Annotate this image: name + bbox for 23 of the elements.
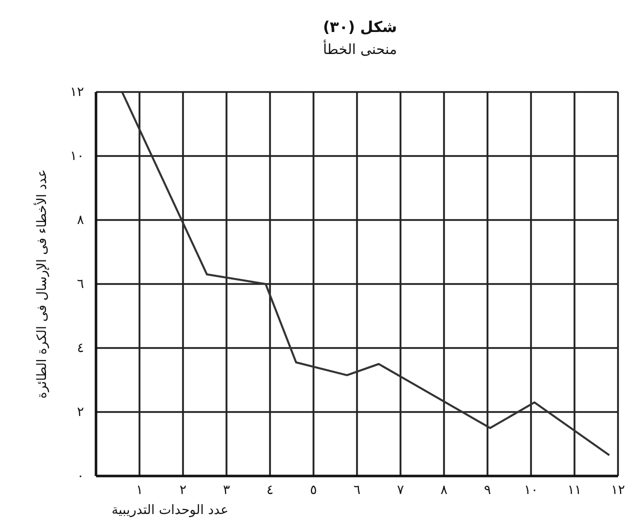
x-tick-label: ٤ [266,483,274,498]
chart-title: شكل (٣٠) [322,18,398,36]
y-tick-label: ٦ [77,277,84,292]
x-tick-label: ٧ [397,483,404,498]
y-tick-label: ٨ [77,213,84,228]
x-tick-label: ١٠ [524,483,538,498]
x-tick-label: ١٢ [611,483,625,498]
x-tick-label: ٨ [440,483,448,498]
x-tick-label: ١ [136,483,143,498]
y-axis-title: عدد الأخطاء فى الإرسال فى الكرة الطائرة [33,169,50,399]
x-tick-label: ٥ [310,483,318,498]
x-axis-title: عدد الوحدات التدريبية [112,503,228,518]
y-tick-label: ١٢ [70,85,84,100]
x-tick-label: ٩ [484,483,492,498]
y-tick-label: ٢ [77,405,84,420]
x-tick-label: ٣ [223,483,230,498]
chart-subtitle: منحنى الخطأ [322,39,398,58]
y-tick-label: ١٠ [70,149,84,164]
x-tick-label: ١١ [568,483,582,498]
x-tick-label: ٢ [180,483,187,498]
y-tick-label: ٤ [77,341,84,356]
y-tick-label: ٠ [77,469,84,484]
x-tick-label: ٦ [354,483,361,498]
